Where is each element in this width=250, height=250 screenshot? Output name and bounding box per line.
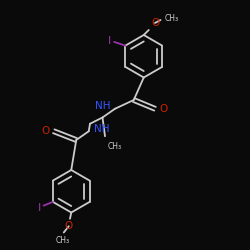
Text: O: O bbox=[41, 126, 49, 136]
Text: NH: NH bbox=[94, 124, 110, 134]
Text: CH₃: CH₃ bbox=[56, 236, 70, 245]
Text: NH: NH bbox=[95, 101, 110, 111]
Text: CH₃: CH₃ bbox=[108, 142, 122, 151]
Text: O: O bbox=[64, 221, 73, 231]
Text: I: I bbox=[108, 36, 111, 46]
Text: O: O bbox=[151, 18, 159, 28]
Text: CH₃: CH₃ bbox=[165, 14, 179, 23]
Text: O: O bbox=[160, 104, 168, 114]
Text: I: I bbox=[38, 203, 41, 213]
